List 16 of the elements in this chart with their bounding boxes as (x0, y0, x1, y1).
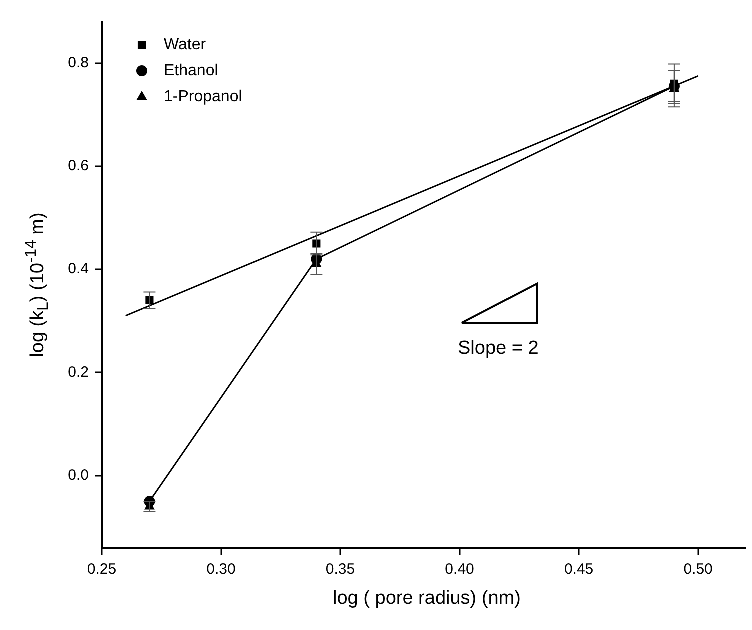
y-tick-label: 0.4 (68, 260, 89, 278)
y-tick-label: 0.2 (68, 364, 89, 381)
y-tick-label: 0.6 (68, 158, 89, 175)
x-tick-label: 0.35 (326, 561, 356, 578)
x-tick-label: 0.50 (684, 561, 713, 578)
legend-label: Water (164, 36, 207, 54)
y-tick-label: 0.0 (68, 466, 89, 484)
x-tick-label: 0.30 (206, 561, 236, 578)
annotation: Slope = 2 (458, 338, 539, 360)
legend-label: 1-Propanol (164, 88, 242, 106)
x-tick-label: 0.25 (87, 561, 117, 578)
x-tick-label: 0.45 (564, 561, 594, 578)
x-axis-title: log ( pore radius) (nm) (332, 588, 522, 610)
x-tick-label: 0.40 (445, 561, 474, 578)
legend-label: Ethanol (164, 62, 218, 80)
y-tick-label: 0.8 (68, 54, 89, 72)
